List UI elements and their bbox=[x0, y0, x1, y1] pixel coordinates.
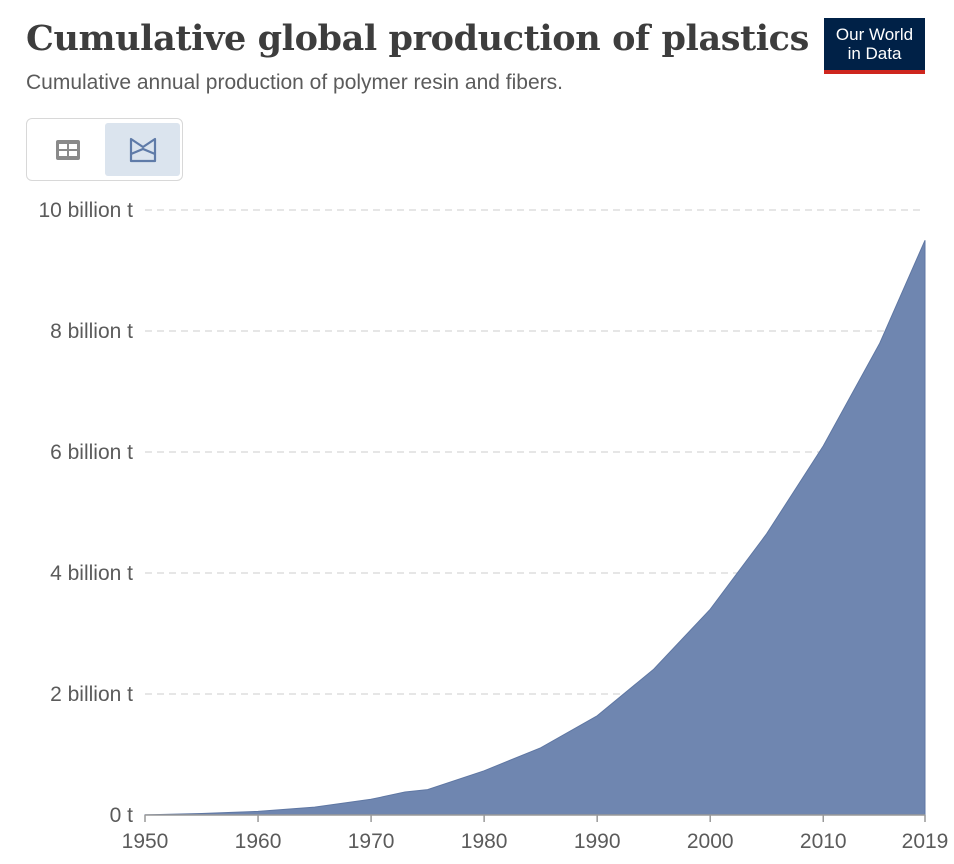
x-tick-label: 1970 bbox=[348, 830, 395, 853]
chart-title: Cumulative global production of plastics bbox=[26, 18, 809, 59]
view-toggle bbox=[26, 118, 183, 181]
y-tick-label: 6 billion t bbox=[50, 441, 133, 464]
our-world-in-data-logo[interactable]: Our World in Data bbox=[824, 18, 925, 74]
y-tick-label: 0 t bbox=[110, 804, 134, 827]
table-view-button[interactable] bbox=[30, 123, 105, 176]
x-tick-label: 1990 bbox=[574, 830, 621, 853]
y-tick-label: 2 billion t bbox=[50, 683, 133, 706]
x-tick-label: 1980 bbox=[461, 830, 508, 853]
x-tick-label: 2000 bbox=[687, 830, 734, 853]
plot-area bbox=[144, 240, 926, 816]
logo-line-2: in Data bbox=[847, 44, 902, 63]
area-series[interactable] bbox=[144, 240, 926, 816]
area-chart-icon bbox=[129, 137, 156, 162]
x-tick-label: 2010 bbox=[800, 830, 847, 853]
x-tick-label: 1960 bbox=[235, 830, 282, 853]
y-tick-label: 8 billion t bbox=[50, 320, 133, 343]
y-tick-label: 4 billion t bbox=[50, 562, 133, 585]
logo-line-1: Our World bbox=[835, 25, 914, 44]
chart-view-button[interactable] bbox=[105, 123, 180, 176]
x-tick-label: 1950 bbox=[122, 830, 169, 853]
axes: 0 t 2 billion t 4 billion t 6 billion t 8 bi… bbox=[38, 199, 948, 853]
table-icon bbox=[55, 139, 80, 160]
chart-subtitle: Cumulative annual production of polymer … bbox=[26, 71, 563, 94]
x-tick-label: 2019 bbox=[902, 830, 949, 853]
y-tick-label: 10 billion t bbox=[38, 199, 133, 222]
